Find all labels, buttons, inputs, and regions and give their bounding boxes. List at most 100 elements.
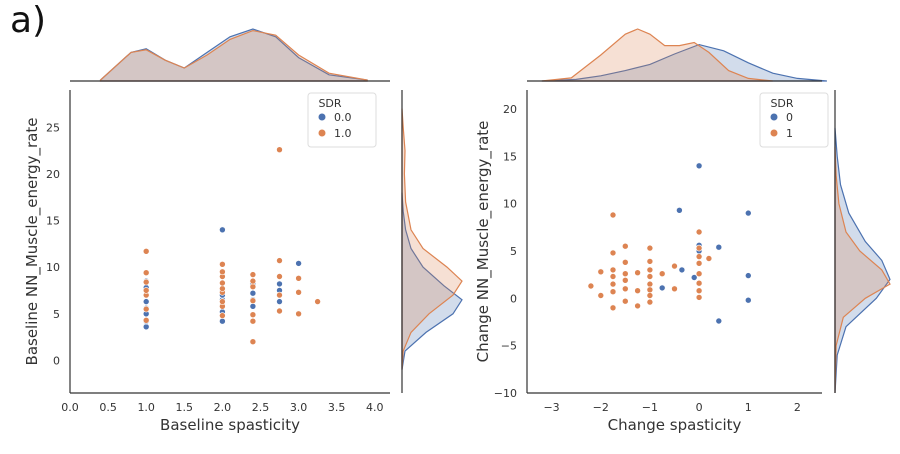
legend-marker <box>770 129 778 137</box>
y-axis-label: Change NN_Muscle_energy_rate <box>474 121 493 363</box>
data-point-series-2 <box>621 258 629 266</box>
x-axis-label: Change spasticity <box>608 416 742 434</box>
legend-entry-label: 0 <box>786 111 793 124</box>
data-point-series-2 <box>621 242 629 250</box>
y-tick-label: 15 <box>503 150 517 163</box>
data-point-series-2 <box>597 268 605 276</box>
chart-1: 0.0 0.5 1.0 1.5 2.0 2.5 3.0 3.5 4.0 0 5 10 15 20 25 Bas… <box>23 28 463 434</box>
legend-marker <box>770 113 778 121</box>
data-point-series-1 <box>142 323 150 331</box>
marginal-x-kde-2 <box>99 29 368 82</box>
data-point-series-2 <box>142 278 150 286</box>
y-tick-label: 10 <box>46 261 60 274</box>
data-point-series-2 <box>295 310 302 318</box>
marginal-x-kde-2 <box>541 28 773 82</box>
x-tick-label: 1 <box>745 401 752 414</box>
data-point-series-1 <box>744 209 752 217</box>
y-tick-label: −5 <box>501 340 517 353</box>
legend-title: SDR <box>770 97 793 110</box>
x-tick-label: 1.5 <box>176 401 194 414</box>
data-point-series-1 <box>276 280 283 288</box>
data-point-series-2 <box>634 269 641 277</box>
data-point-series-2 <box>646 258 654 265</box>
data-point-series-2 <box>142 269 150 277</box>
data-point-series-2 <box>249 297 257 305</box>
data-point-series-1 <box>249 289 257 297</box>
x-tick-label: 3.5 <box>328 401 346 414</box>
data-point-series-1 <box>690 274 698 281</box>
data-point-series-2 <box>609 304 617 312</box>
data-point-series-1 <box>142 298 150 305</box>
data-point-series-2 <box>646 286 654 294</box>
data-point-series-2 <box>249 311 257 319</box>
marginal-y-kde-2 <box>401 108 463 370</box>
data-point-series-2 <box>142 305 150 313</box>
x-tick-label: 3.0 <box>290 401 308 414</box>
data-point-series-2 <box>276 291 283 299</box>
x-tick-label: −3 <box>543 401 559 414</box>
data-point-series-2 <box>646 273 654 280</box>
legend-marker <box>318 129 326 137</box>
y-tick-label: 5 <box>53 308 60 321</box>
legend-entry-label: 1 <box>786 127 793 140</box>
data-point-series-2 <box>705 255 713 262</box>
data-point-series-2 <box>609 211 617 219</box>
marginal-x-kde-1 <box>541 43 827 82</box>
y-tick-label: 5 <box>510 245 517 258</box>
x-tick-label: 2.0 <box>214 401 232 414</box>
data-point-series-2 <box>658 270 666 278</box>
data-point-series-1 <box>715 317 723 325</box>
x-tick-label: −2 <box>593 401 609 414</box>
data-point-series-1 <box>676 207 683 214</box>
y-tick-label: 15 <box>46 215 60 228</box>
y-tick-label: 20 <box>503 103 517 116</box>
data-point-series-2 <box>249 271 257 278</box>
data-point-series-2 <box>621 270 629 278</box>
data-point-series-2 <box>646 266 654 274</box>
x-tick-label: −1 <box>642 401 658 414</box>
y-tick-label: −10 <box>494 387 517 400</box>
data-point-series-2 <box>695 228 703 236</box>
data-point-series-2 <box>695 253 703 260</box>
data-point-series-2 <box>219 312 226 319</box>
legend-entry-label: 0.0 <box>334 111 352 124</box>
data-point-series-2 <box>219 285 226 292</box>
data-point-series-1 <box>219 317 226 325</box>
data-point-series-2 <box>609 266 617 274</box>
data-point-series-2 <box>276 146 283 153</box>
data-point-series-2 <box>249 277 257 285</box>
panel-label: a) <box>10 0 47 41</box>
data-point-series-2 <box>142 248 150 255</box>
data-point-series-2 <box>646 280 654 288</box>
data-point-series-2 <box>295 274 302 282</box>
data-point-series-2 <box>609 280 617 288</box>
data-point-series-1 <box>715 243 723 251</box>
x-tick-label: 2 <box>794 401 801 414</box>
data-point-series-1 <box>678 266 686 274</box>
data-point-series-2 <box>219 298 226 305</box>
data-point-series-2 <box>587 282 595 290</box>
data-point-series-2 <box>634 287 641 295</box>
data-point-series-2 <box>695 287 703 295</box>
x-tick-label: 0.0 <box>61 401 79 414</box>
y-tick-label: 25 <box>46 121 60 134</box>
data-point-series-2 <box>276 273 283 280</box>
y-tick-label: 0 <box>510 292 517 305</box>
data-point-series-2 <box>314 298 321 305</box>
data-point-series-1 <box>658 284 666 292</box>
data-point-series-1 <box>276 298 283 305</box>
data-point-series-2 <box>695 259 703 267</box>
legend-marker <box>318 113 326 121</box>
marginal-y-kde-2 <box>834 146 891 394</box>
y-tick-label: 10 <box>503 198 517 211</box>
x-tick-label: 4.0 <box>366 401 384 414</box>
data-point-series-2 <box>646 244 654 252</box>
data-point-series-2 <box>219 260 226 268</box>
data-point-series-2 <box>276 257 283 264</box>
data-point-series-2 <box>219 268 226 276</box>
legend-entry-label: 1.0 <box>334 127 352 140</box>
data-point-series-2 <box>621 285 629 293</box>
